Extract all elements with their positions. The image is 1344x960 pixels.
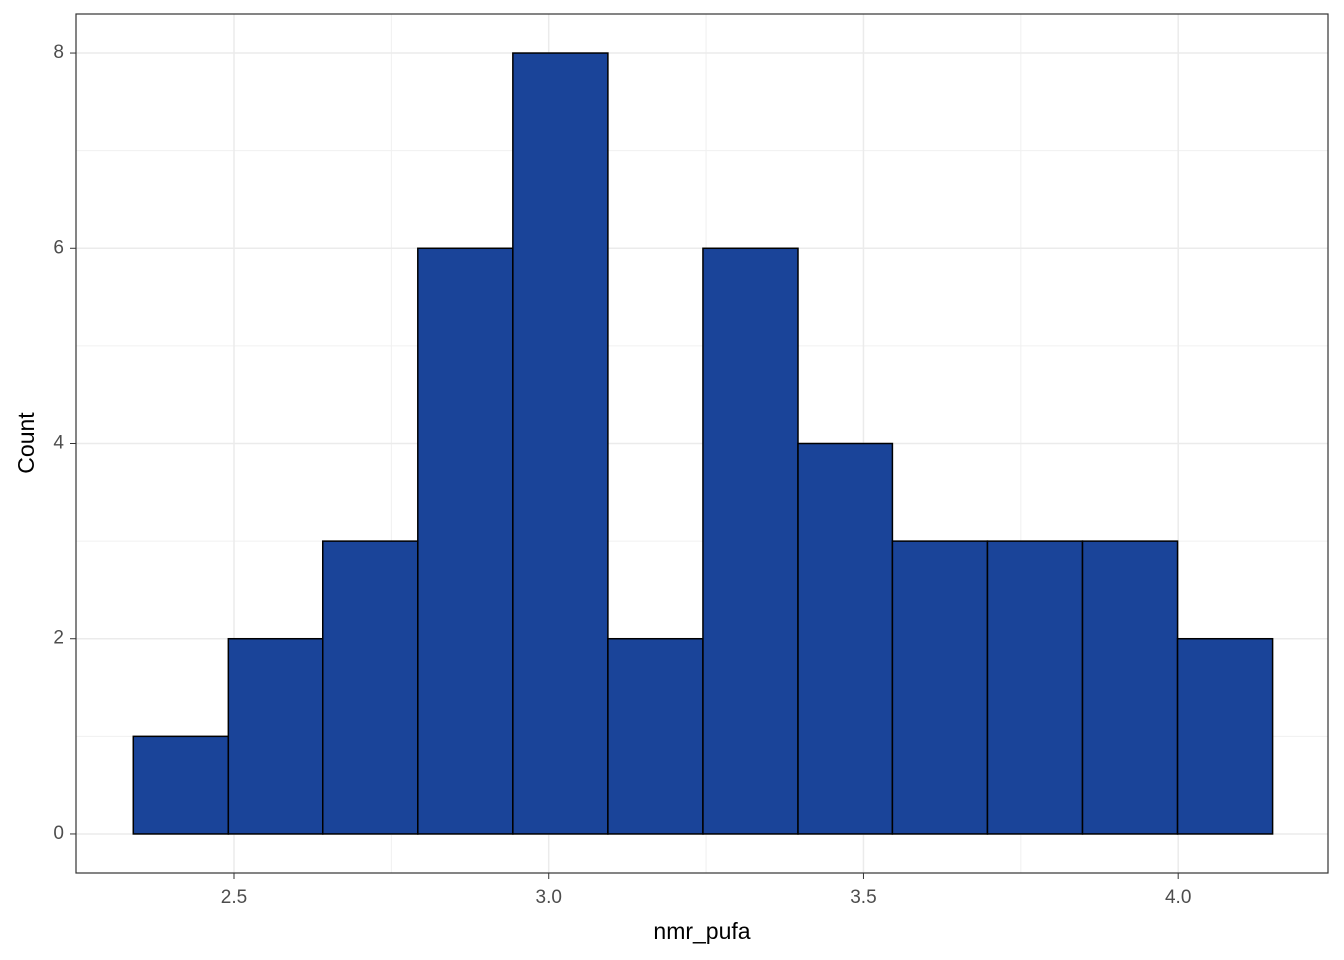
bar [1081, 540, 1179, 835]
x-tick-label: 4.0 [1165, 887, 1191, 908]
y-tick-label: 4 [53, 433, 64, 454]
y-tick-label: 2 [53, 628, 64, 649]
panel-border [75, 13, 1329, 874]
bar [227, 637, 324, 835]
bar [417, 247, 514, 835]
x-axis-title: nmr_pufa [653, 918, 750, 944]
y-tick-label: 0 [53, 823, 64, 844]
bar [702, 247, 799, 835]
y-tick-label: 6 [53, 237, 64, 258]
bar [797, 442, 894, 835]
bar [986, 540, 1084, 835]
x-tick-label: 2.5 [221, 887, 247, 908]
bar [512, 52, 609, 835]
bar [132, 735, 230, 835]
bar [1176, 637, 1274, 835]
y-tick-label: 8 [53, 42, 64, 63]
bar [321, 540, 419, 835]
x-tick-label: 3.5 [850, 887, 876, 908]
y-axis-title: Count [13, 412, 39, 474]
bar [607, 637, 704, 835]
x-tick-label: 3.0 [536, 887, 562, 908]
bar [891, 540, 989, 835]
